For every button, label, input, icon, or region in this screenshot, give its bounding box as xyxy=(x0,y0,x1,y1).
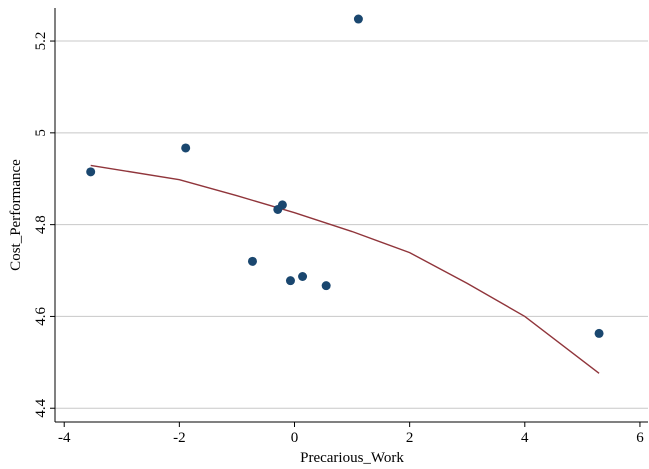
point xyxy=(181,143,191,153)
point xyxy=(321,281,331,291)
y-tick-label: 5.2 xyxy=(33,32,49,51)
x-tick-label: -4 xyxy=(58,430,71,446)
x-tick-label: 0 xyxy=(291,430,299,446)
point xyxy=(353,14,363,24)
x-tick-label: -2 xyxy=(173,430,186,446)
y-tick-label: 4.4 xyxy=(33,398,49,417)
fit-line xyxy=(90,164,600,374)
point xyxy=(285,276,295,286)
point xyxy=(247,256,257,266)
y-axis-title: Cost_Performance xyxy=(8,159,24,271)
x-axis-title: Precarious_Work xyxy=(300,450,404,466)
y-tick-label: 4.8 xyxy=(33,215,49,234)
point xyxy=(273,204,283,214)
x-tick-label: 6 xyxy=(636,430,644,446)
point xyxy=(298,272,308,282)
y-tick-label: 4.6 xyxy=(33,307,49,326)
x-tick-label: 2 xyxy=(406,430,414,446)
y-tick-label: 5 xyxy=(33,129,49,137)
point xyxy=(86,167,96,177)
point xyxy=(594,328,604,338)
x-tick-label: 4 xyxy=(521,430,529,446)
